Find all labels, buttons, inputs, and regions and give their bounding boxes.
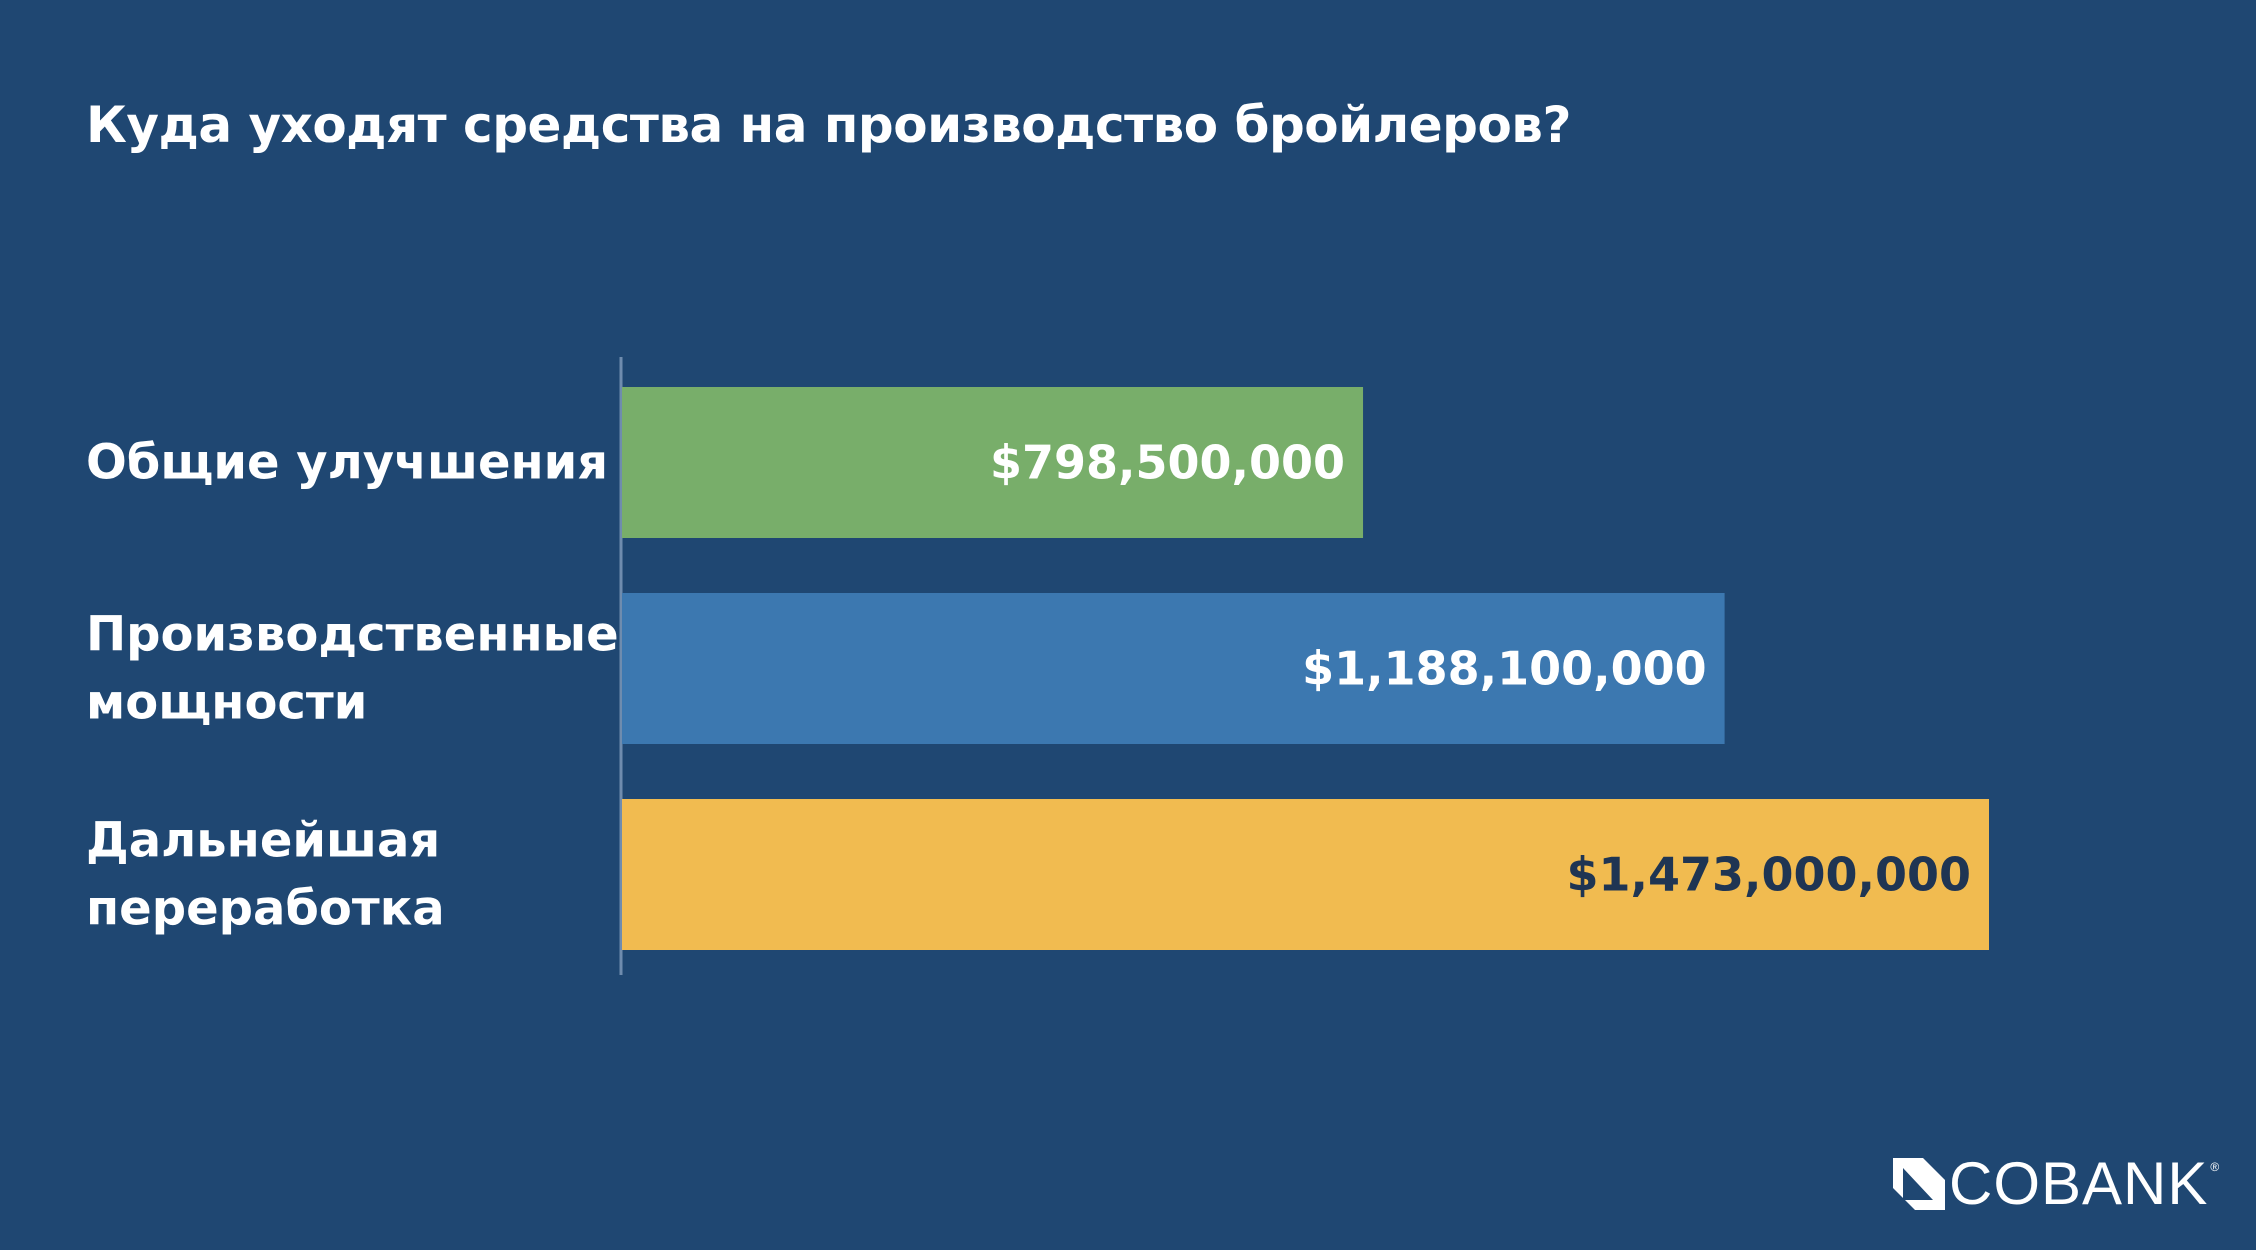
value-label-1: $798,500,000 — [990, 436, 1345, 490]
category-label-3-line-1: Дальнейшая — [86, 813, 440, 869]
cobank-logo-icon — [1893, 1158, 1945, 1210]
chart-title: Куда уходят средства на производство бро… — [86, 96, 1571, 154]
category-label-2-line-2: мощности — [86, 675, 367, 731]
value-label-3: $1,473,000,000 — [1567, 848, 1972, 902]
bar-1 — [622, 387, 1364, 538]
category-label-1-line-1: Общие улучшения — [86, 435, 608, 491]
bar-2 — [622, 593, 1725, 744]
category-label-3-line-2: переработка — [86, 881, 445, 937]
registered-mark: ® — [2210, 1160, 2220, 1174]
category-labels-group: Общие улучшения Производственные мощности Д… — [86, 435, 619, 937]
cobank-logo: COBANK ® — [1893, 1154, 2219, 1214]
category-label-2-line-1: Производственные — [86, 607, 619, 663]
bars-group: $798,500,000 $1,188,100,000 $1,473,000,000 — [622, 387, 1989, 950]
brand-name: COBANK — [1949, 1150, 2209, 1217]
value-label-2: $1,188,100,000 — [1302, 642, 1707, 696]
bar-3 — [622, 799, 1989, 950]
